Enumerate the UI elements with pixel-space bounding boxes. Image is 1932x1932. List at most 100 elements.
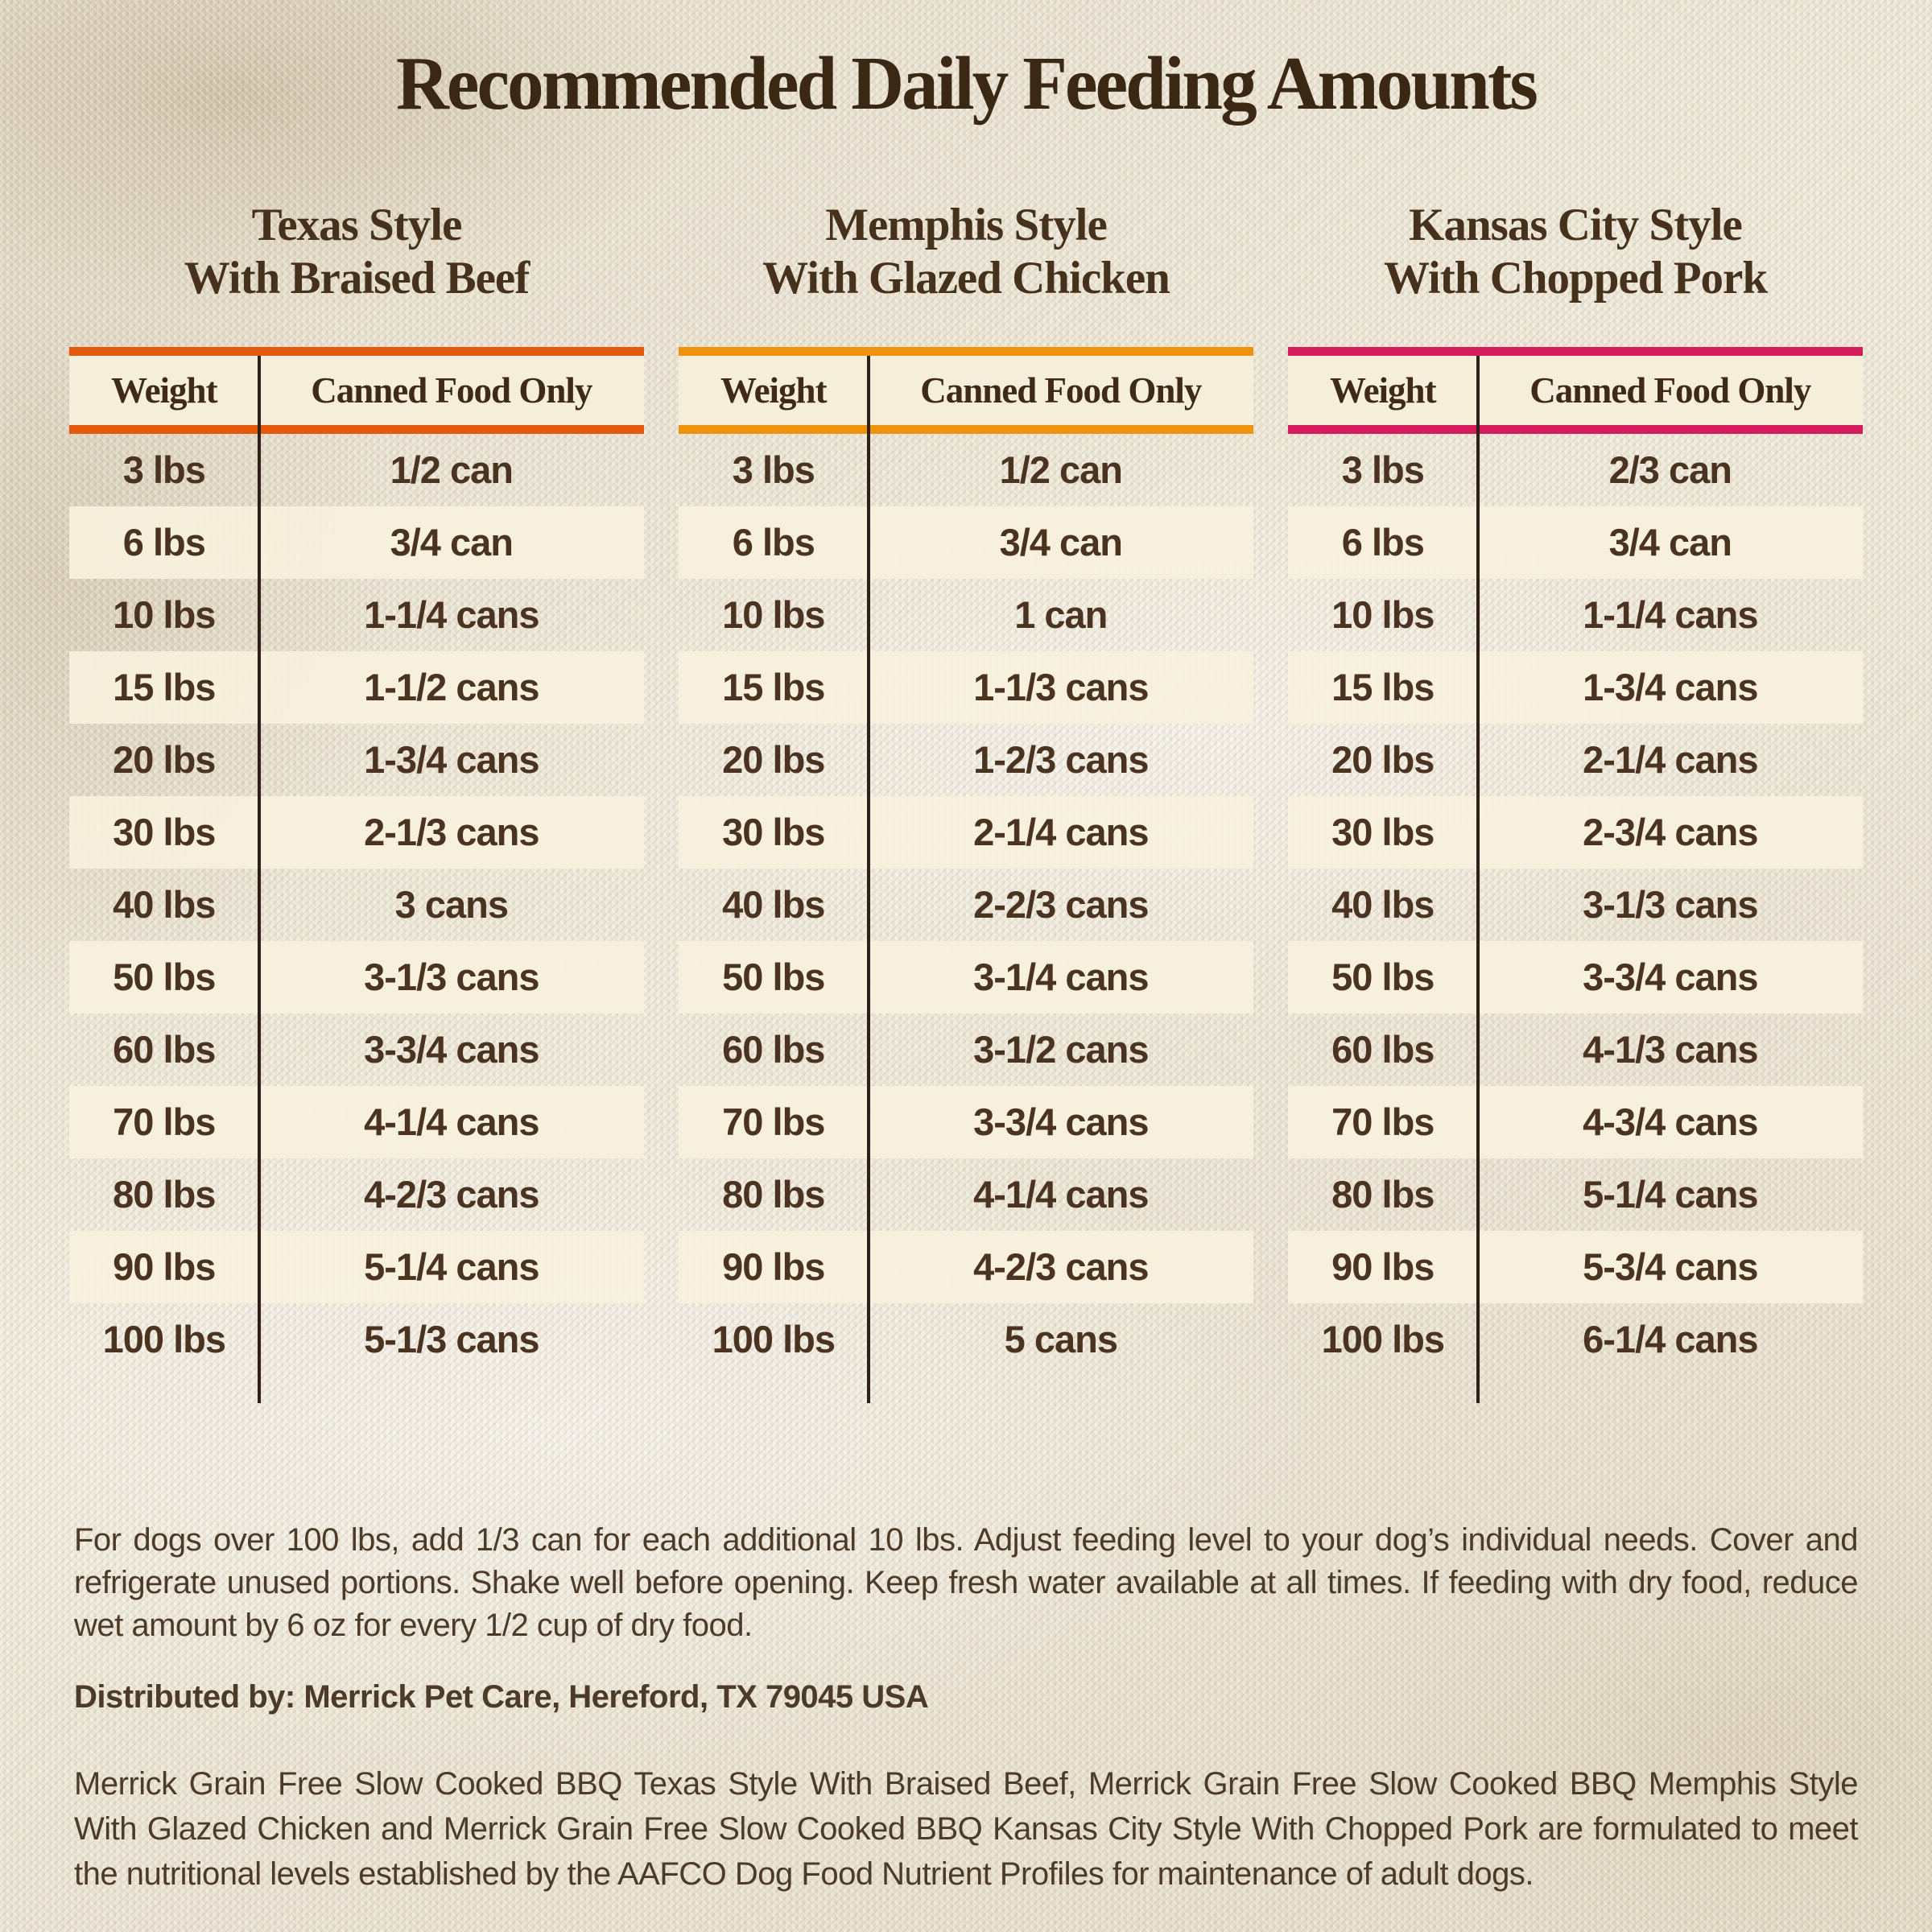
weight-cell: 3 lbs: [1341, 448, 1425, 492]
amount-cell: 5-1/4 cans: [364, 1245, 539, 1289]
table-row: 60 lbs 3-1/2 cans: [679, 1013, 1253, 1086]
table-row: 90 lbs 5-3/4 cans: [1288, 1230, 1863, 1303]
footer-notes: For dogs over 100 lbs, add 1/3 can for e…: [0, 1519, 1932, 1897]
column-header-canned-food: Canned Food Only: [311, 369, 592, 411]
weight-cell: 15 lbs: [1331, 666, 1435, 709]
table-row: 6 lbs 3/4 can: [1288, 506, 1863, 579]
weight-cell: 70 lbs: [1331, 1100, 1435, 1144]
feeding-note: For dogs over 100 lbs, add 1/3 can for e…: [74, 1521, 1859, 1644]
weight-cell: 15 lbs: [722, 666, 825, 709]
table-row: 40 lbs 3-1/3 cans: [1288, 869, 1863, 941]
distributor-line: Distributed by: Merrick Pet Care, Herefo…: [74, 1679, 929, 1715]
weight-cell: 100 lbs: [102, 1318, 226, 1361]
weight-cell: 40 lbs: [113, 883, 216, 927]
weight-cell: 50 lbs: [113, 956, 216, 999]
weight-cell: 80 lbs: [1331, 1173, 1435, 1216]
column-header-canned-food: Canned Food Only: [1530, 369, 1811, 411]
weight-cell: 6 lbs: [1341, 521, 1425, 564]
table-row: 60 lbs 3-3/4 cans: [69, 1013, 644, 1086]
table-row: 60 lbs 4-1/3 cans: [1288, 1013, 1863, 1086]
amount-cell: 1/2 can: [999, 448, 1123, 492]
weight-cell: 40 lbs: [722, 883, 825, 927]
table-row: 40 lbs 2-2/3 cans: [679, 869, 1253, 941]
amount-cell: 2-2/3 cans: [973, 883, 1149, 927]
amount-cell: 4-3/4 cans: [1583, 1100, 1758, 1144]
amount-cell: 1 can: [1014, 593, 1108, 637]
table-section-memphis: Memphis Style With Glazed Chicken Weight…: [679, 199, 1253, 1403]
table-title-memphis: Memphis Style With Glazed Chicken: [679, 199, 1253, 307]
amount-cell: 1-1/2 cans: [364, 666, 539, 709]
amount-cell: 4-2/3 cans: [364, 1173, 539, 1216]
table-row: 20 lbs 1-3/4 cans: [69, 724, 644, 796]
table-row: 30 lbs 2-1/3 cans: [69, 795, 644, 869]
amount-cell: 4-1/4 cans: [364, 1100, 539, 1144]
table-title-line2: With Braised Beef: [184, 252, 530, 303]
feeding-table-memphis: Weight Canned Food Only 3 lbs 1/2 can 6 lb…: [679, 346, 1253, 1403]
table-section-kansas-city: Kansas City Style With Chopped Pork Weig…: [1288, 199, 1863, 1403]
amount-cell: 1-3/4 cans: [1583, 666, 1758, 709]
table-row: 100 lbs 6-1/4 cans: [1288, 1303, 1863, 1376]
feeding-table-kansas-city: Weight Canned Food Only 3 lbs 2/3 can 6 lb…: [1288, 346, 1863, 1403]
amount-cell: 2-1/3 cans: [364, 811, 539, 854]
amount-cell: 3-1/3 cans: [1583, 883, 1758, 927]
table-body: 3 lbs 1/2 can 6 lbs 3/4 can 10 lbs 1-1/4 cans…: [69, 434, 644, 1376]
amount-cell: 3 cans: [394, 883, 509, 927]
amount-cell: 3-3/4 cans: [973, 1100, 1149, 1144]
weight-cell: 60 lbs: [113, 1028, 216, 1071]
weight-cell: 60 lbs: [722, 1028, 825, 1071]
table-row: 100 lbs 5-1/3 cans: [69, 1303, 644, 1376]
amount-cell: 4-1/4 cans: [973, 1173, 1149, 1216]
weight-cell: 20 lbs: [1331, 738, 1435, 782]
amount-cell: 3-1/4 cans: [973, 956, 1149, 999]
table-row: 10 lbs 1-1/4 cans: [69, 579, 644, 651]
table-row: 80 lbs 4-2/3 cans: [69, 1158, 644, 1231]
weight-cell: 70 lbs: [113, 1100, 216, 1144]
weight-cell: 70 lbs: [722, 1100, 825, 1144]
amount-cell: 2-1/4 cans: [973, 811, 1149, 854]
table-row: 80 lbs 5-1/4 cans: [1288, 1158, 1863, 1231]
amount-cell: 3/4 can: [390, 521, 514, 564]
weight-cell: 30 lbs: [722, 811, 825, 854]
table-row: 90 lbs 4-2/3 cans: [679, 1230, 1253, 1303]
amount-cell: 5-1/3 cans: [364, 1318, 539, 1361]
table-title-line2: With Chopped Pork: [1383, 252, 1768, 303]
amount-cell: 3/4 can: [999, 521, 1123, 564]
amount-cell: 5-1/4 cans: [1583, 1173, 1758, 1216]
table-title-line1: Memphis Style: [825, 199, 1108, 250]
table-title-texas: Texas Style With Braised Beef: [69, 199, 644, 307]
column-divider: [866, 355, 870, 1403]
table-row: 50 lbs 3-1/3 cans: [69, 940, 644, 1013]
weight-cell: 50 lbs: [722, 956, 825, 999]
weight-cell: 100 lbs: [712, 1318, 836, 1361]
weight-cell: 15 lbs: [113, 666, 216, 709]
weight-cell: 20 lbs: [113, 738, 216, 782]
weight-cell: 90 lbs: [1331, 1245, 1435, 1289]
column-divider: [1476, 355, 1480, 1403]
column-header-weight: Weight: [111, 369, 218, 411]
column-header-weight: Weight: [1330, 369, 1437, 411]
table-header: Weight Canned Food Only: [69, 346, 644, 434]
table-row: 10 lbs 1-1/4 cans: [1288, 579, 1863, 651]
table-row: 80 lbs 4-1/4 cans: [679, 1158, 1253, 1231]
weight-cell: 80 lbs: [722, 1173, 825, 1216]
table-row: 6 lbs 3/4 can: [679, 506, 1253, 579]
amount-cell: 1/2 can: [390, 448, 514, 492]
amount-cell: 1-1/4 cans: [1583, 593, 1758, 637]
feeding-table-texas: Weight Canned Food Only 3 lbs 1/2 can 6 lb…: [69, 346, 644, 1403]
table-row: 6 lbs 3/4 can: [69, 506, 644, 579]
table-title-line2: With Glazed Chicken: [762, 252, 1170, 303]
amount-cell: 2-1/4 cans: [1583, 738, 1758, 782]
table-row: 90 lbs 5-1/4 cans: [69, 1230, 644, 1303]
table-row: 40 lbs 3 cans: [69, 869, 644, 941]
weight-cell: 3 lbs: [732, 448, 815, 492]
column-header-weight: Weight: [720, 369, 828, 411]
table-row: 3 lbs 1/2 can: [69, 434, 644, 506]
table-title-line1: Kansas City Style: [1409, 199, 1743, 250]
amount-cell: 6-1/4 cans: [1583, 1318, 1758, 1361]
table-row: 30 lbs 2-3/4 cans: [1288, 795, 1863, 869]
weight-cell: 6 lbs: [732, 521, 815, 564]
amount-cell: 3/4 can: [1608, 521, 1732, 564]
weight-cell: 100 lbs: [1321, 1318, 1445, 1361]
table-row: 3 lbs 2/3 can: [1288, 434, 1863, 506]
table-header: Weight Canned Food Only: [679, 346, 1253, 434]
